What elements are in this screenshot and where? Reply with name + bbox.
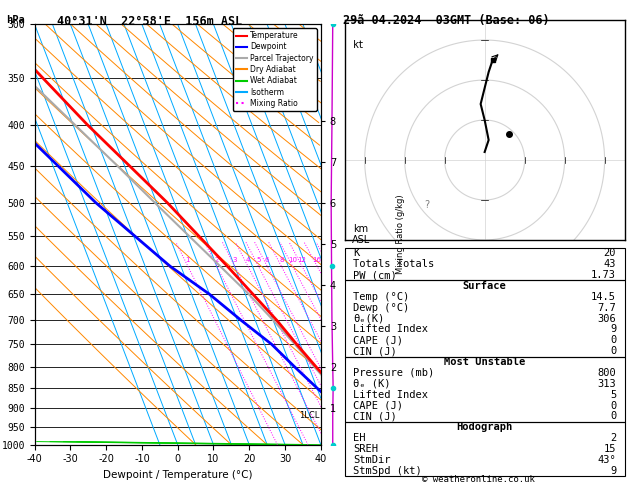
Text: 15: 15 <box>604 444 616 454</box>
Text: 2: 2 <box>610 433 616 443</box>
Text: 12: 12 <box>298 257 306 263</box>
Text: 0: 0 <box>610 346 616 356</box>
Text: 0: 0 <box>610 400 616 411</box>
Bar <box>345 357 625 422</box>
Text: Lifted Index: Lifted Index <box>353 390 428 399</box>
Text: 10: 10 <box>288 257 297 263</box>
Text: θₑ(K): θₑ(K) <box>353 313 384 324</box>
Text: Mixing Ratio (g/kg): Mixing Ratio (g/kg) <box>396 195 406 274</box>
Text: CIN (J): CIN (J) <box>353 412 397 421</box>
Text: Hodograph: Hodograph <box>457 422 513 433</box>
Text: hPa: hPa <box>6 15 25 25</box>
Text: EH: EH <box>353 433 365 443</box>
Text: ?: ? <box>425 200 430 210</box>
Text: 5: 5 <box>610 390 616 399</box>
Text: K: K <box>353 248 359 258</box>
Text: 1: 1 <box>186 257 190 263</box>
Text: 43: 43 <box>604 259 616 269</box>
X-axis label: Dewpoint / Temperature (°C): Dewpoint / Temperature (°C) <box>103 470 252 480</box>
Text: Pressure (mb): Pressure (mb) <box>353 368 435 378</box>
Text: 800: 800 <box>598 368 616 378</box>
Text: 1LCL: 1LCL <box>299 411 319 420</box>
Text: CIN (J): CIN (J) <box>353 346 397 356</box>
Text: Totals Totals: Totals Totals <box>353 259 435 269</box>
Text: 1.73: 1.73 <box>591 270 616 280</box>
Text: Temp (°C): Temp (°C) <box>353 292 409 302</box>
Text: 5: 5 <box>256 257 260 263</box>
Text: 306: 306 <box>598 313 616 324</box>
Text: 20: 20 <box>604 248 616 258</box>
Bar <box>345 280 625 357</box>
Text: 6: 6 <box>265 257 269 263</box>
Text: 2: 2 <box>214 257 219 263</box>
Text: StmDir: StmDir <box>353 455 391 465</box>
Text: 313: 313 <box>598 379 616 389</box>
Text: 9: 9 <box>610 325 616 334</box>
Text: 14.5: 14.5 <box>591 292 616 302</box>
Text: 4: 4 <box>246 257 250 263</box>
Text: 7.7: 7.7 <box>598 303 616 312</box>
Text: Dewp (°C): Dewp (°C) <box>353 303 409 312</box>
Y-axis label: km
ASL: km ASL <box>352 224 370 245</box>
Text: CAPE (J): CAPE (J) <box>353 335 403 346</box>
Text: 43°: 43° <box>598 455 616 465</box>
Text: 0: 0 <box>610 335 616 346</box>
Text: Most Unstable: Most Unstable <box>444 357 525 367</box>
Text: 0: 0 <box>610 412 616 421</box>
Text: 16: 16 <box>313 257 321 263</box>
Text: SREH: SREH <box>353 444 378 454</box>
Bar <box>345 422 625 476</box>
Text: StmSpd (kt): StmSpd (kt) <box>353 466 422 476</box>
Text: PW (cm): PW (cm) <box>353 270 397 280</box>
Legend: Temperature, Dewpoint, Parcel Trajectory, Dry Adiabat, Wet Adiabat, Isotherm, Mi: Temperature, Dewpoint, Parcel Trajectory… <box>233 28 317 111</box>
Text: Surface: Surface <box>463 281 506 291</box>
Bar <box>345 248 625 280</box>
Text: 8: 8 <box>279 257 284 263</box>
Text: θₑ (K): θₑ (K) <box>353 379 391 389</box>
Text: 29ã 04.2024  03GMT (Base: 06): 29ã 04.2024 03GMT (Base: 06) <box>343 14 549 27</box>
Text: kt: kt <box>353 40 364 50</box>
Text: 3: 3 <box>233 257 237 263</box>
Text: 40°31'N  22°58'E  156m ASL: 40°31'N 22°58'E 156m ASL <box>57 15 242 28</box>
Text: © weatheronline.co.uk: © weatheronline.co.uk <box>421 475 535 484</box>
Text: Lifted Index: Lifted Index <box>353 325 428 334</box>
Text: CAPE (J): CAPE (J) <box>353 400 403 411</box>
Text: 9: 9 <box>610 466 616 476</box>
